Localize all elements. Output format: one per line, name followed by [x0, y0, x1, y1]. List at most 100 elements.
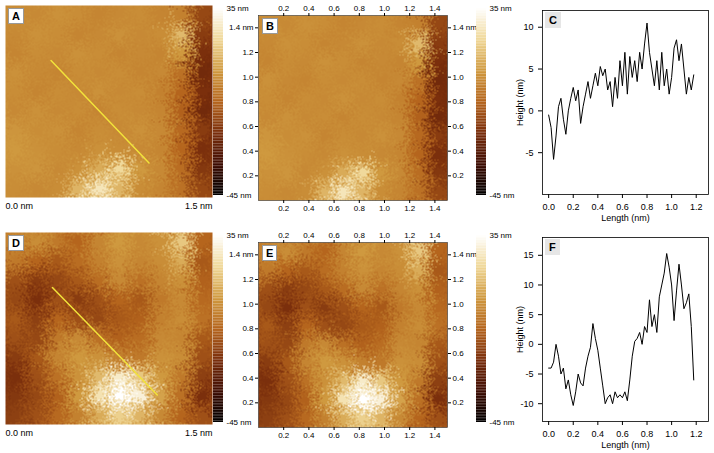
svg-text:0.4: 0.4	[592, 429, 605, 439]
svg-text:0.4: 0.4	[453, 147, 465, 156]
svg-text:1.0: 1.0	[242, 300, 254, 309]
svg-text:0: 0	[528, 106, 533, 116]
svg-text:35 nm: 35 nm	[227, 4, 250, 13]
svg-text:0.4: 0.4	[303, 4, 315, 13]
html-text:A: A	[12, 10, 20, 22]
svg-text:0.2: 0.2	[567, 429, 580, 439]
svg-text:1.2: 1.2	[242, 48, 254, 57]
svg-text:0.4: 0.4	[242, 147, 254, 156]
svg-text:35 nm: 35 nm	[490, 4, 513, 13]
svg-text:-5: -5	[525, 148, 533, 158]
svg-text:1.2: 1.2	[453, 275, 465, 284]
svg-text:-5: -5	[525, 369, 533, 379]
svg-text:0.6: 0.6	[453, 349, 465, 358]
svg-text:1.2: 1.2	[690, 429, 703, 439]
svg-text:Length (nm): Length (nm)	[601, 440, 650, 450]
svg-text:1.5 nm: 1.5 nm	[185, 428, 213, 438]
svg-text:1.2: 1.2	[453, 48, 465, 57]
svg-text:15: 15	[523, 250, 533, 260]
svg-text:Height (nm): Height (nm)	[515, 306, 525, 353]
svg-text:10: 10	[523, 280, 533, 290]
svg-text:1.0: 1.0	[379, 231, 391, 240]
svg-text:1.0: 1.0	[379, 4, 391, 13]
svg-text:0.2: 0.2	[278, 204, 290, 213]
svg-text:0.4: 0.4	[453, 374, 465, 383]
svg-text:0.8: 0.8	[453, 324, 465, 333]
svg-text:1.4 nm: 1.4 nm	[229, 250, 254, 259]
svg-text:0.2: 0.2	[242, 171, 254, 180]
svg-text:1.4: 1.4	[429, 431, 441, 440]
svg-text:0.4: 0.4	[303, 204, 315, 213]
svg-text:1.2: 1.2	[404, 431, 416, 440]
svg-text:0.6: 0.6	[329, 231, 341, 240]
svg-text:0.2: 0.2	[278, 431, 290, 440]
svg-text:1.4 nm: 1.4 nm	[453, 250, 478, 259]
svg-text:-45 nm: -45 nm	[490, 191, 515, 200]
svg-text:0.8: 0.8	[354, 204, 366, 213]
svg-text:1.2: 1.2	[242, 275, 254, 284]
svg-text:-10: -10	[520, 399, 533, 409]
svg-text:5: 5	[528, 64, 533, 74]
svg-text:1.0: 1.0	[453, 300, 465, 309]
svg-text:0.2: 0.2	[278, 4, 290, 13]
svg-text:-45 nm: -45 nm	[490, 418, 515, 427]
svg-text:1.0: 1.0	[242, 73, 254, 82]
svg-text:0.6: 0.6	[453, 122, 465, 131]
svg-text:10: 10	[523, 22, 533, 32]
svg-text:1.2: 1.2	[690, 202, 703, 212]
svg-text:0.4: 0.4	[303, 231, 315, 240]
svg-text:0.2: 0.2	[567, 202, 580, 212]
svg-text:0.2: 0.2	[242, 398, 254, 407]
svg-text:35 nm: 35 nm	[227, 231, 250, 240]
svg-text:1.4: 1.4	[429, 204, 441, 213]
svg-text:35 nm: 35 nm	[490, 231, 513, 240]
svg-text:1.2: 1.2	[404, 204, 416, 213]
svg-text:0.0: 0.0	[542, 429, 555, 439]
svg-text:1.4 nm: 1.4 nm	[453, 23, 478, 32]
svg-text:0.0: 0.0	[542, 202, 555, 212]
html-text:B: B	[266, 20, 274, 32]
svg-text:0.6: 0.6	[616, 429, 629, 439]
svg-text:0.6: 0.6	[329, 431, 341, 440]
svg-text:0.8: 0.8	[641, 202, 654, 212]
svg-text:Height (nm): Height (nm)	[515, 79, 525, 126]
svg-text:1.4 nm: 1.4 nm	[229, 23, 254, 32]
svg-text:0.4: 0.4	[303, 431, 315, 440]
svg-text:0.8: 0.8	[453, 97, 465, 106]
svg-text:0.6: 0.6	[242, 122, 254, 131]
svg-text:1.0: 1.0	[379, 431, 391, 440]
svg-text:0: 0	[528, 339, 533, 349]
svg-text:1.2: 1.2	[404, 231, 416, 240]
html-text:C: C	[549, 14, 557, 26]
svg-text:1.2: 1.2	[404, 4, 416, 13]
svg-text:0.6: 0.6	[616, 202, 629, 212]
svg-text:0.8: 0.8	[242, 97, 254, 106]
svg-text:1.0: 1.0	[379, 204, 391, 213]
svg-text:0.0 nm: 0.0 nm	[6, 428, 34, 438]
svg-text:0.0 nm: 0.0 nm	[6, 201, 34, 211]
svg-text:0.8: 0.8	[354, 431, 366, 440]
svg-text:0.6: 0.6	[329, 204, 341, 213]
svg-text:0.8: 0.8	[354, 231, 366, 240]
svg-text:1.0: 1.0	[665, 429, 678, 439]
svg-text:5: 5	[528, 310, 533, 320]
svg-text:1.5 nm: 1.5 nm	[185, 201, 213, 211]
svg-text:1.0: 1.0	[453, 73, 465, 82]
svg-text:0.2: 0.2	[278, 231, 290, 240]
svg-text:1.0: 1.0	[665, 202, 678, 212]
svg-text:0.6: 0.6	[242, 349, 254, 358]
svg-text:-45 nm: -45 nm	[227, 191, 252, 200]
svg-text:0.8: 0.8	[242, 324, 254, 333]
svg-text:0.2: 0.2	[453, 171, 465, 180]
svg-text:-45 nm: -45 nm	[227, 418, 252, 427]
svg-text:1.4: 1.4	[429, 4, 441, 13]
svg-text:1.4: 1.4	[429, 231, 441, 240]
svg-text:0.4: 0.4	[242, 374, 254, 383]
svg-text:0.4: 0.4	[592, 202, 605, 212]
svg-text:0.6: 0.6	[329, 4, 341, 13]
svg-text:Length (nm): Length (nm)	[601, 213, 650, 223]
svg-text:0.8: 0.8	[641, 429, 654, 439]
svg-text:0.8: 0.8	[354, 4, 366, 13]
svg-text:0.2: 0.2	[453, 398, 465, 407]
html-text:D: D	[12, 237, 20, 249]
